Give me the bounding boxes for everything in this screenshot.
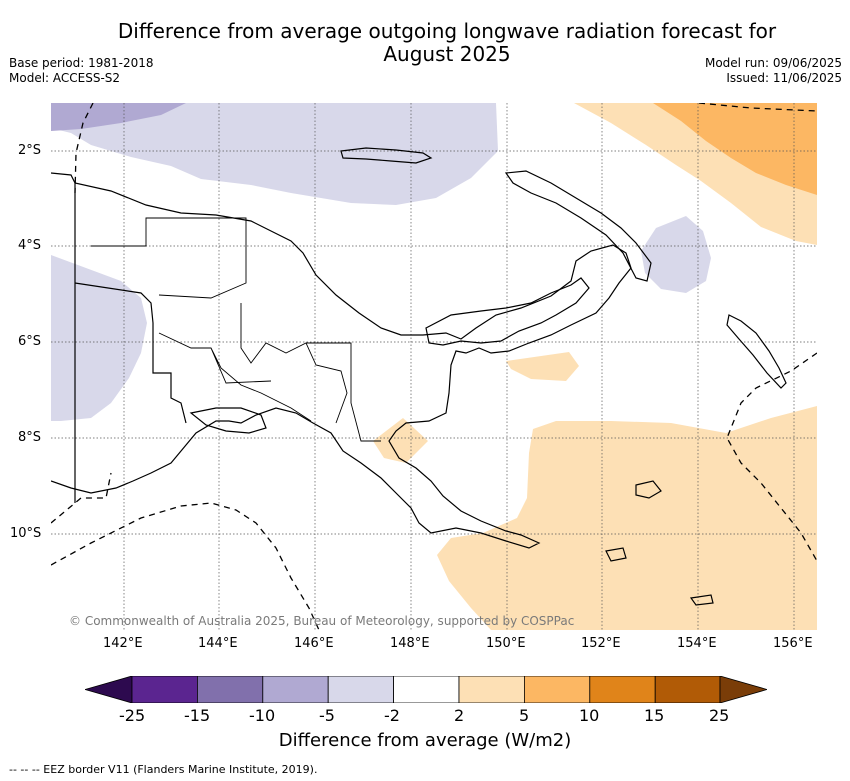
colorbar-label-4: -2 — [384, 706, 400, 725]
lat-label-8s: 8°S — [18, 430, 42, 445]
new-ireland-negative — [641, 216, 711, 293]
southeast-positive — [437, 406, 817, 630]
colorbar-label-8: 15 — [644, 706, 665, 725]
lat-label-2s: 2°S — [18, 143, 42, 158]
fergusson-islands — [605, 480, 714, 606]
colorbar-bin-6 — [458, 675, 525, 704]
lon-label-146e: 146°E — [294, 636, 334, 651]
west-negative — [51, 255, 147, 421]
meta-left: Base period: 1981-2018 Model: ACCESS-S2 — [9, 56, 154, 86]
issued-date: Issued: 11/06/2025 — [726, 71, 842, 85]
lat-label-4s: 4°S — [18, 238, 42, 253]
northeast-core-positive — [653, 103, 817, 195]
lat-label-6s: 6°S — [18, 334, 42, 349]
map-credit: © Commonwealth of Australia 2025, Bureau… — [69, 614, 575, 628]
map-svg — [50, 102, 818, 631]
colorbar-label-9: 25 — [709, 706, 730, 725]
eez-legend-note: -- -- -- EEZ border V11 (Flanders Marine… — [9, 763, 318, 776]
model-run: Model run: 09/06/2025 — [704, 56, 842, 70]
lon-label-148e: 148°E — [390, 636, 430, 651]
title-line-2: August 2025 — [383, 42, 511, 66]
colorbar-bin-1 — [131, 675, 198, 704]
lon-label-150e: 150°E — [486, 636, 526, 651]
colorbar-bin-2 — [197, 675, 264, 704]
new-britain-coast — [425, 277, 590, 346]
colorbar-bin-8 — [589, 675, 656, 704]
goodenough-coast — [189, 407, 267, 434]
lon-label-142e: 142°E — [103, 636, 143, 651]
colorbar-label-1: -15 — [184, 706, 211, 725]
gulf-patch-positive — [373, 418, 428, 463]
colorbar-bin-7 — [523, 675, 591, 704]
colorbar-svg — [83, 675, 769, 704]
province-borders — [91, 217, 381, 442]
base-period: Base period: 1981-2018 — [9, 56, 154, 70]
colorbar-label-3: -5 — [319, 706, 335, 725]
coastlines — [50, 147, 787, 606]
eez-borders — [50, 102, 818, 631]
lon-label-152e: 152°E — [581, 636, 621, 651]
colorbar-label-7: 10 — [579, 706, 600, 725]
manus-coast — [340, 147, 433, 164]
new-ireland-coast — [504, 170, 652, 282]
colorbar-arrow-low — [83, 675, 133, 704]
central-patch-positive — [506, 352, 579, 381]
colorbar-bin-9 — [654, 675, 721, 704]
title-line-1: Difference from average outgoing longwav… — [117, 19, 777, 43]
new-guinea-coast — [50, 172, 632, 549]
colorbar-label-0: -25 — [119, 706, 146, 725]
colorbar-label-6: 5 — [519, 706, 530, 725]
colorbar-bin-5 — [393, 675, 460, 704]
chart-title: Difference from average outgoing longwav… — [0, 20, 850, 66]
colorbar-label-5: 2 — [454, 706, 465, 725]
model-name: Model: ACCESS-S2 — [9, 71, 121, 85]
northwest-negative — [51, 103, 186, 131]
map-panel — [50, 102, 818, 631]
colorbar-arrow-high — [719, 675, 769, 704]
lat-label-10s: 10°S — [10, 526, 42, 541]
colorbar-label-2: -10 — [249, 706, 276, 725]
colorbar — [83, 675, 769, 704]
meta-right: Model run: 09/06/2025 Issued: 11/06/2025 — [705, 56, 842, 86]
international-border — [74, 183, 187, 503]
colorbar-title: Difference from average (W/m2) — [278, 730, 572, 751]
lon-label-144e: 144°E — [198, 636, 238, 651]
lon-label-156e: 156°E — [773, 636, 813, 651]
colorbar-bin-4 — [327, 675, 394, 704]
colorbar-bin-3 — [262, 675, 329, 704]
north-central-negative — [51, 103, 498, 205]
bougainville-coast — [726, 314, 787, 389]
lon-label-154e: 154°E — [677, 636, 717, 651]
